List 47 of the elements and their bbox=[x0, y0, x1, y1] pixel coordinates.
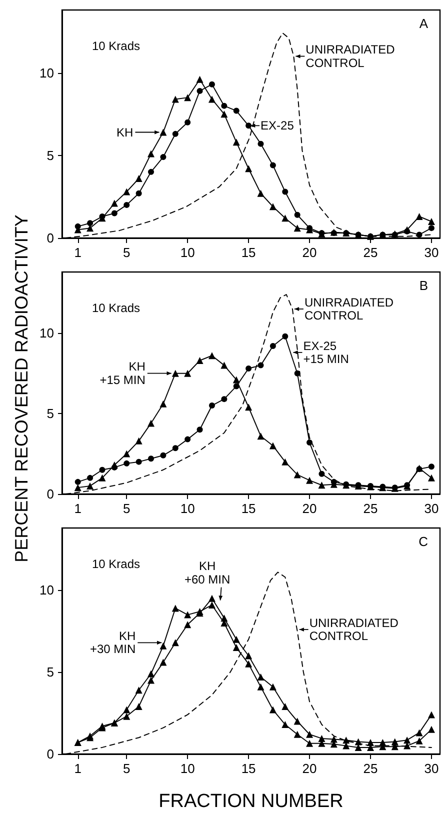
annotation: KH +30 MIN bbox=[90, 629, 136, 656]
annotation: 10 Krads bbox=[92, 557, 140, 571]
y-axis-title: PERCENT RECOVERED RADIOACTIVITY bbox=[12, 214, 32, 564]
x-tick-label: 1 bbox=[74, 245, 82, 260]
x-tick-label: 30 bbox=[424, 245, 439, 260]
annotation: EX-25 +15 MIN bbox=[303, 338, 349, 366]
y-tick-label: 5 bbox=[46, 664, 54, 680]
annotation: UNIRRADIATED CONTROL bbox=[304, 295, 394, 323]
annotation: 10 Krads bbox=[92, 39, 140, 53]
annotation: KH bbox=[116, 125, 134, 140]
x-tick-label: 5 bbox=[123, 761, 130, 776]
y-tick-label: 5 bbox=[46, 148, 54, 163]
x-tick-label: 1 bbox=[74, 501, 82, 516]
y-tick-label: 10 bbox=[40, 582, 54, 598]
x-tick-label: 1 bbox=[74, 761, 82, 776]
x-tick-label: 15 bbox=[241, 761, 256, 776]
x-tick-label: 25 bbox=[363, 761, 378, 776]
annotation: B bbox=[419, 278, 428, 293]
y-tick-label: 0 bbox=[46, 230, 54, 246]
y-tick-label: 5 bbox=[46, 406, 54, 422]
annotation: KH +60 MIN bbox=[184, 559, 230, 586]
y-tick-label: 0 bbox=[46, 746, 54, 762]
x-tick-label: 20 bbox=[302, 501, 317, 516]
x-tick-label: 20 bbox=[302, 761, 317, 776]
annotation: UNIRRADIATED CONTROL bbox=[309, 616, 399, 644]
annotation: 10 Krads bbox=[92, 301, 140, 315]
x-tick-label: 15 bbox=[241, 501, 256, 516]
annotation: KH +15 MIN bbox=[100, 360, 146, 387]
x-tick-label: 20 bbox=[302, 245, 317, 260]
x-tick-label: 25 bbox=[363, 501, 378, 516]
x-tick-label: 10 bbox=[180, 761, 195, 776]
annotation: UNIRRADIATED CONTROL bbox=[306, 42, 396, 70]
x-axis-title: FRACTION NUMBER bbox=[158, 791, 344, 812]
y-tick-label: 10 bbox=[40, 65, 54, 80]
x-tick-label: 15 bbox=[241, 245, 256, 260]
annotation: EX-25 bbox=[260, 118, 294, 133]
x-tick-label: 25 bbox=[363, 245, 378, 260]
x-tick-label: 30 bbox=[424, 501, 439, 516]
annotation: A bbox=[419, 16, 428, 31]
y-tick-label: 0 bbox=[46, 486, 54, 502]
y-tick-label: 10 bbox=[40, 326, 54, 341]
annotation: C bbox=[418, 534, 428, 549]
x-tick-label: 30 bbox=[424, 761, 439, 776]
x-tick-label: 5 bbox=[123, 245, 130, 260]
x-tick-label: 10 bbox=[180, 501, 195, 516]
x-tick-label: 10 bbox=[180, 245, 195, 260]
x-tick-label: 5 bbox=[123, 501, 130, 516]
